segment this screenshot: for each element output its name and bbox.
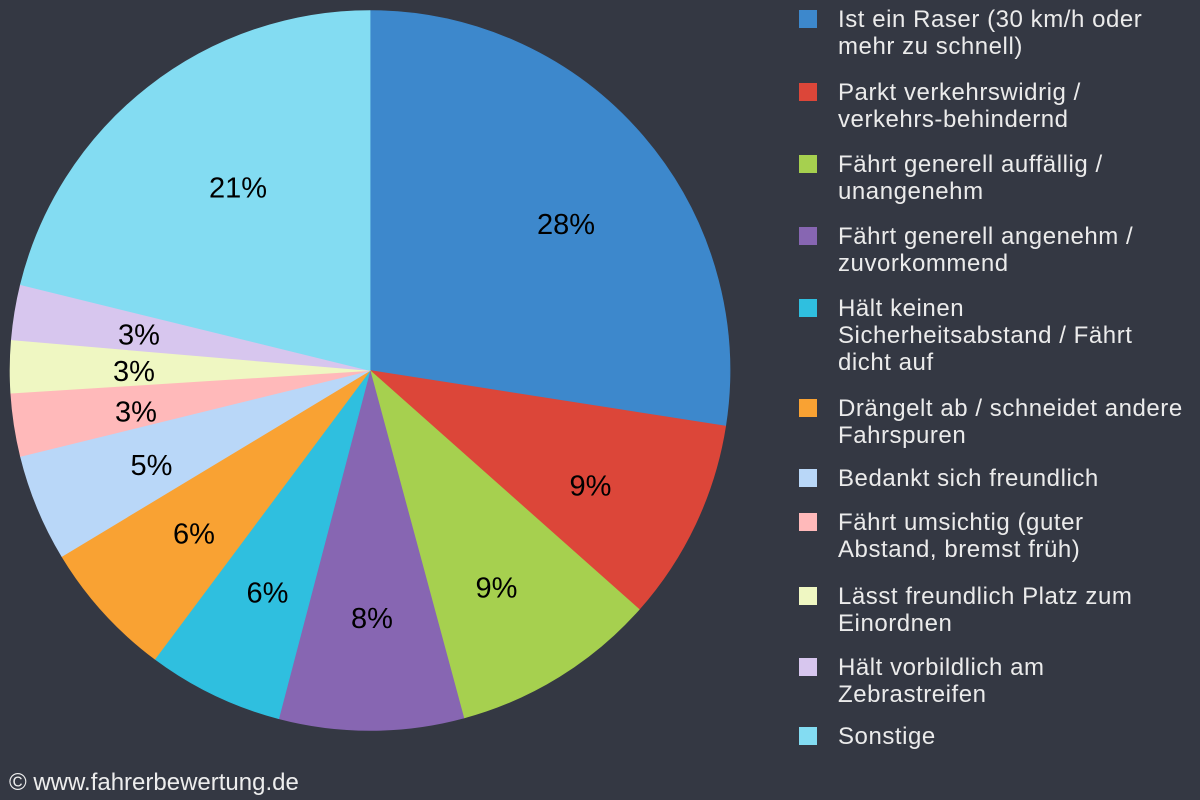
svg-text:21%: 21% (209, 173, 267, 205)
svg-text:3%: 3% (113, 356, 155, 388)
svg-text:5%: 5% (131, 450, 173, 482)
svg-text:8%: 8% (351, 603, 393, 635)
svg-text:3%: 3% (118, 320, 160, 352)
svg-text:6%: 6% (247, 578, 289, 610)
svg-text:28%: 28% (537, 209, 595, 241)
svg-text:6%: 6% (173, 519, 215, 551)
svg-text:9%: 9% (570, 471, 612, 503)
svg-text:9%: 9% (476, 573, 518, 605)
svg-text:3%: 3% (115, 397, 157, 429)
